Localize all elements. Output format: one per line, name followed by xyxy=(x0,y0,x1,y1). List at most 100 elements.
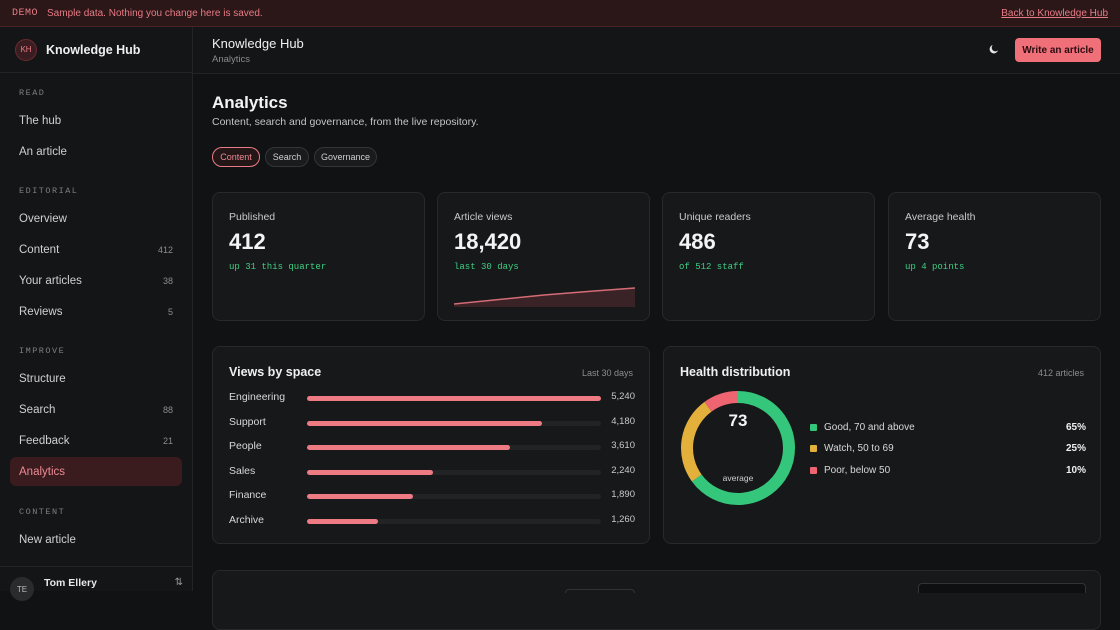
bar-track xyxy=(307,494,601,499)
sidebar-item-search[interactable]: Search 88 xyxy=(10,395,182,424)
sidebar-item-label: Analytics xyxy=(19,465,66,478)
donut-slice-2 xyxy=(704,391,739,412)
sidebar: KH Knowledge Hub READ The hub An article… xyxy=(0,27,193,601)
stat-note: up 31 this quarter xyxy=(229,262,327,272)
stat-label: Published xyxy=(229,211,276,223)
bar-label: Support xyxy=(229,415,266,428)
bar xyxy=(307,494,414,499)
count-badge: 88 xyxy=(162,404,173,415)
bar-row: Support 4,180 xyxy=(229,416,635,430)
stat-value: 18,420 xyxy=(454,229,522,254)
donut-slice-1 xyxy=(681,401,712,482)
page-subtitle: Content, search and governance, from the… xyxy=(212,116,479,128)
section-improve: IMPROVE xyxy=(19,346,66,356)
sidebar-item-the-hub[interactable]: The hub xyxy=(10,106,182,135)
legend-percent: 65% xyxy=(1065,421,1086,433)
donut-center-value: 73 xyxy=(728,411,748,430)
sidebar-item-your-articles[interactable]: Your articles 38 xyxy=(10,266,182,295)
legend-item: Poor, below 50 10% xyxy=(810,463,1086,477)
section-editorial: EDITORIAL xyxy=(19,186,79,196)
card-title: Health distribution xyxy=(680,365,791,379)
tab-governance[interactable]: Governance xyxy=(314,147,377,167)
back-to-hub-link[interactable]: Back to Knowledge Hub xyxy=(1001,7,1108,19)
sidebar-item-overview[interactable]: Overview xyxy=(10,204,182,233)
count-badge: 38 xyxy=(162,275,173,286)
stat-value: 486 xyxy=(679,229,716,254)
breadcrumb: Analytics xyxy=(212,54,251,65)
card-title: Views by space xyxy=(229,365,322,379)
count-badge: 5 xyxy=(167,306,173,317)
main-content: Analytics Content, search and governance… xyxy=(193,74,1120,630)
sidebar-item-label: Content xyxy=(19,243,60,256)
sidebar-item-feedback[interactable]: Feedback 21 xyxy=(10,426,182,455)
sidebar-item-reviews[interactable]: Reviews 5 xyxy=(10,297,182,326)
bar-row: Archive 1,260 xyxy=(229,514,635,528)
views-by-space-card: Views by space Last 30 days Engineering 5… xyxy=(212,346,650,544)
bar-track xyxy=(307,469,601,475)
brand[interactable]: KH Knowledge Hub xyxy=(0,27,192,73)
sidebar-item-content[interactable]: Content 412 xyxy=(10,235,182,264)
page-title: Analytics xyxy=(212,93,288,112)
bar xyxy=(307,396,601,401)
stat-card-average-health: Average health 73 up 4 points xyxy=(888,192,1101,321)
sidebar-item-label: An article xyxy=(19,145,67,158)
stat-card-unique-readers: Unique readers 486 of 512 staff xyxy=(662,192,875,321)
stat-card-published: Published 412 up 31 this quarter xyxy=(212,192,425,321)
bar-label: Sales xyxy=(229,464,256,477)
count-badge: 21 xyxy=(162,435,173,446)
demo-message: Sample data. Nothing you change here is … xyxy=(47,7,263,19)
demo-banner: DEMO Sample data. Nothing you change her… xyxy=(0,0,1120,27)
bar-track xyxy=(307,396,601,401)
tab-content[interactable]: Content xyxy=(212,147,260,167)
legend-item: Watch, 50 to 69 25% xyxy=(810,442,1086,456)
bar-row: People 3,610 xyxy=(229,440,635,454)
sidebar-item-new-article[interactable]: New article xyxy=(10,525,182,554)
legend-percent: 25% xyxy=(1065,443,1086,454)
moon-icon[interactable] xyxy=(987,43,1001,57)
card-meta: 412 articles xyxy=(1037,368,1084,378)
demo-tag: DEMO xyxy=(12,7,39,19)
sidebar-item-label: Search xyxy=(19,403,56,416)
sidebar-item-an-article[interactable]: An article xyxy=(10,137,182,166)
write-article-button[interactable]: Write an article xyxy=(1015,38,1101,62)
stat-note: up 4 points xyxy=(905,262,965,272)
bar-label: Finance xyxy=(229,489,267,501)
bar xyxy=(307,469,433,475)
legend-label: Good, 70 and above xyxy=(824,421,915,433)
bar-row: Engineering 5,240 xyxy=(229,391,635,405)
sidebar-item-analytics[interactable]: Analytics xyxy=(10,457,182,486)
sidebar-item-label: Structure xyxy=(19,372,66,385)
stat-label: Average health xyxy=(905,211,976,223)
donut-center-label: average xyxy=(722,473,754,483)
stat-note: last 30 days xyxy=(454,262,519,272)
legend-label: Watch, 50 to 69 xyxy=(824,443,894,454)
legend-swatch xyxy=(810,466,817,474)
user-name: Tom Ellery xyxy=(44,577,97,589)
donut-slice-0 xyxy=(691,391,795,505)
topbar: Knowledge Hub Analytics Write an article xyxy=(193,27,1120,74)
bar-track xyxy=(307,518,601,524)
bar-value: 5,240 xyxy=(611,391,635,402)
stat-note: of 512 staff xyxy=(679,262,744,272)
avatar: TE xyxy=(10,577,34,601)
user-profile[interactable]: TE Tom Ellery ⇅ xyxy=(0,566,193,601)
bottom-card xyxy=(212,570,1101,630)
legend-swatch xyxy=(810,445,817,452)
section-content: CONTENT xyxy=(19,507,66,517)
stat-card-article-views: Article views 18,420 last 30 days xyxy=(437,192,650,321)
stat-value: 412 xyxy=(229,229,266,254)
bar-value: 3,610 xyxy=(611,440,635,451)
bar-row: Sales 2,240 xyxy=(229,465,635,479)
bar-row: Finance 1,890 xyxy=(229,489,635,503)
stat-value: 73 xyxy=(905,229,930,254)
bar-track xyxy=(307,420,601,426)
expand-icon[interactable]: ⇅ xyxy=(174,577,183,588)
legend-label: Poor, below 50 xyxy=(824,464,891,476)
sidebar-item-label: Reviews xyxy=(19,305,63,318)
stat-label: Article views xyxy=(454,211,513,223)
bar xyxy=(307,518,378,524)
sidebar-item-structure[interactable]: Structure xyxy=(10,364,182,393)
tab-search[interactable]: Search xyxy=(265,147,309,167)
views-sparkline xyxy=(454,287,635,307)
sidebar-item-label: Overview xyxy=(19,212,67,225)
